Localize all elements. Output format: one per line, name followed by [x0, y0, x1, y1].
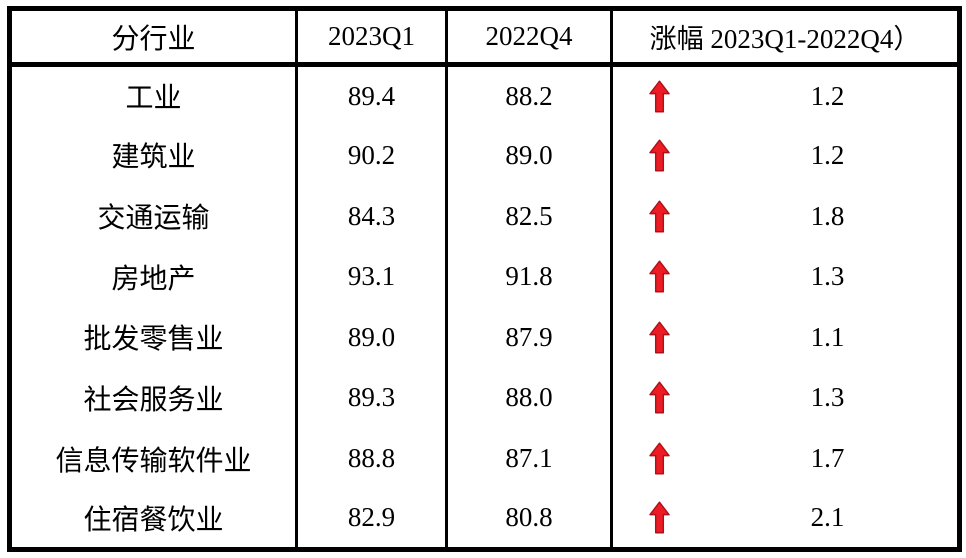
change-cell-content: 1.1 [615, 307, 958, 368]
change-cell: 1.7 [610, 428, 960, 489]
value-2023q1-cell: 88.8 [295, 428, 447, 489]
table-row: 社会服务业 89.3 88.0 1.3 [10, 367, 960, 429]
industry-name-cell: 信息传输软件业 [55, 444, 252, 476]
value-2022q4-cell: 88.0 [445, 367, 612, 429]
table-row: 交通运输 84.3 82.5 1.8 [10, 185, 960, 247]
value-2023q1-cell: 89.3 [295, 367, 447, 429]
industry-name-cell: 住宿餐饮业 [83, 503, 224, 535]
up-arrow-icon [649, 442, 670, 475]
change-cell-content: 1.3 [615, 368, 958, 429]
up-arrow-icon [649, 501, 670, 534]
col-header-2022q4: 2022Q4 [445, 8, 612, 67]
up-arrow-icon [649, 381, 670, 414]
table-row: 批发零售业 89.0 87.9 1.1 [10, 307, 960, 368]
value-2022q4-cell: 88.2 [445, 64, 612, 126]
change-cell: 1.2 [610, 64, 960, 126]
col-header-change: 涨幅 2023Q1-2022Q4） [610, 8, 960, 67]
value-2022q4-cell: 87.1 [445, 428, 612, 489]
header-row: 分行业 2023Q1 2022Q4 涨幅 2023Q1-2022Q4） [9, 8, 960, 67]
change-cell: 1.3 [610, 246, 960, 307]
change-value: 1.8 [810, 200, 845, 231]
up-arrow-icon [649, 200, 670, 233]
value-2023q1-cell: 90.2 [295, 125, 447, 186]
change-value: 1.2 [810, 139, 845, 170]
change-cell-content: 2.1 [615, 489, 958, 547]
table-row: 工业 89.4 88.2 1.2 [10, 64, 960, 126]
industry-expectation-table: 分行业 2023Q1 2022Q4 涨幅 2023Q1-2022Q4） 工业 8… [7, 6, 962, 552]
table-row: 房地产 93.1 91.8 1.3 [10, 246, 960, 307]
up-arrow-icon [649, 80, 670, 113]
industry-name-cell: 社会服务业 [83, 383, 224, 415]
value-2022q4-cell: 91.8 [445, 246, 612, 307]
value-2023q1-cell: 89.0 [295, 307, 447, 368]
change-cell: 1.1 [610, 307, 960, 368]
industry-name-cell: 房地产 [111, 262, 196, 294]
col-header-2023q1: 2023Q1 [295, 8, 447, 67]
table-row: 信息传输软件业 88.8 87.1 1.7 [10, 428, 960, 489]
value-2022q4-cell: 89.0 [445, 125, 612, 186]
value-2022q4-cell: 87.9 [445, 307, 612, 368]
change-value: 1.3 [810, 261, 845, 292]
up-arrow-icon [649, 321, 670, 354]
change-value: 1.2 [810, 80, 845, 111]
industry-name-cell: 批发零售业 [83, 323, 224, 355]
change-cell-content: 1.8 [615, 186, 958, 247]
value-2023q1-cell: 89.4 [295, 64, 447, 126]
change-value: 1.3 [810, 382, 845, 413]
change-cell-content: 1.7 [615, 428, 958, 489]
value-2022q4-cell: 80.8 [445, 488, 612, 550]
industry-name-cell: 交通运输 [97, 202, 210, 234]
table-row: 住宿餐饮业 82.9 80.8 2.1 [10, 488, 960, 550]
value-2023q1-cell: 93.1 [295, 246, 447, 307]
value-2023q1-cell: 82.9 [295, 488, 447, 550]
industry-name-cell: 建筑业 [111, 141, 196, 173]
table-row: 建筑业 90.2 89.0 1.2 [10, 125, 960, 186]
change-cell-content: 1.3 [615, 246, 958, 307]
change-cell-content: 1.2 [615, 125, 958, 186]
up-arrow-icon [649, 139, 670, 172]
up-arrow-icon [649, 260, 670, 293]
industry-name-cell: 工业 [125, 82, 182, 114]
change-value: 1.7 [810, 443, 845, 474]
change-cell: 1.8 [610, 185, 960, 247]
col-header-industry: 分行业 [9, 8, 297, 67]
value-2023q1-cell: 84.3 [295, 185, 447, 247]
value-2022q4-cell: 82.5 [445, 185, 612, 247]
change-cell: 2.1 [610, 488, 960, 550]
change-value: 2.1 [810, 502, 845, 533]
change-cell: 1.3 [610, 367, 960, 429]
change-cell: 1.2 [610, 125, 960, 186]
change-value: 1.1 [810, 321, 845, 352]
change-cell-content: 1.2 [615, 67, 958, 125]
